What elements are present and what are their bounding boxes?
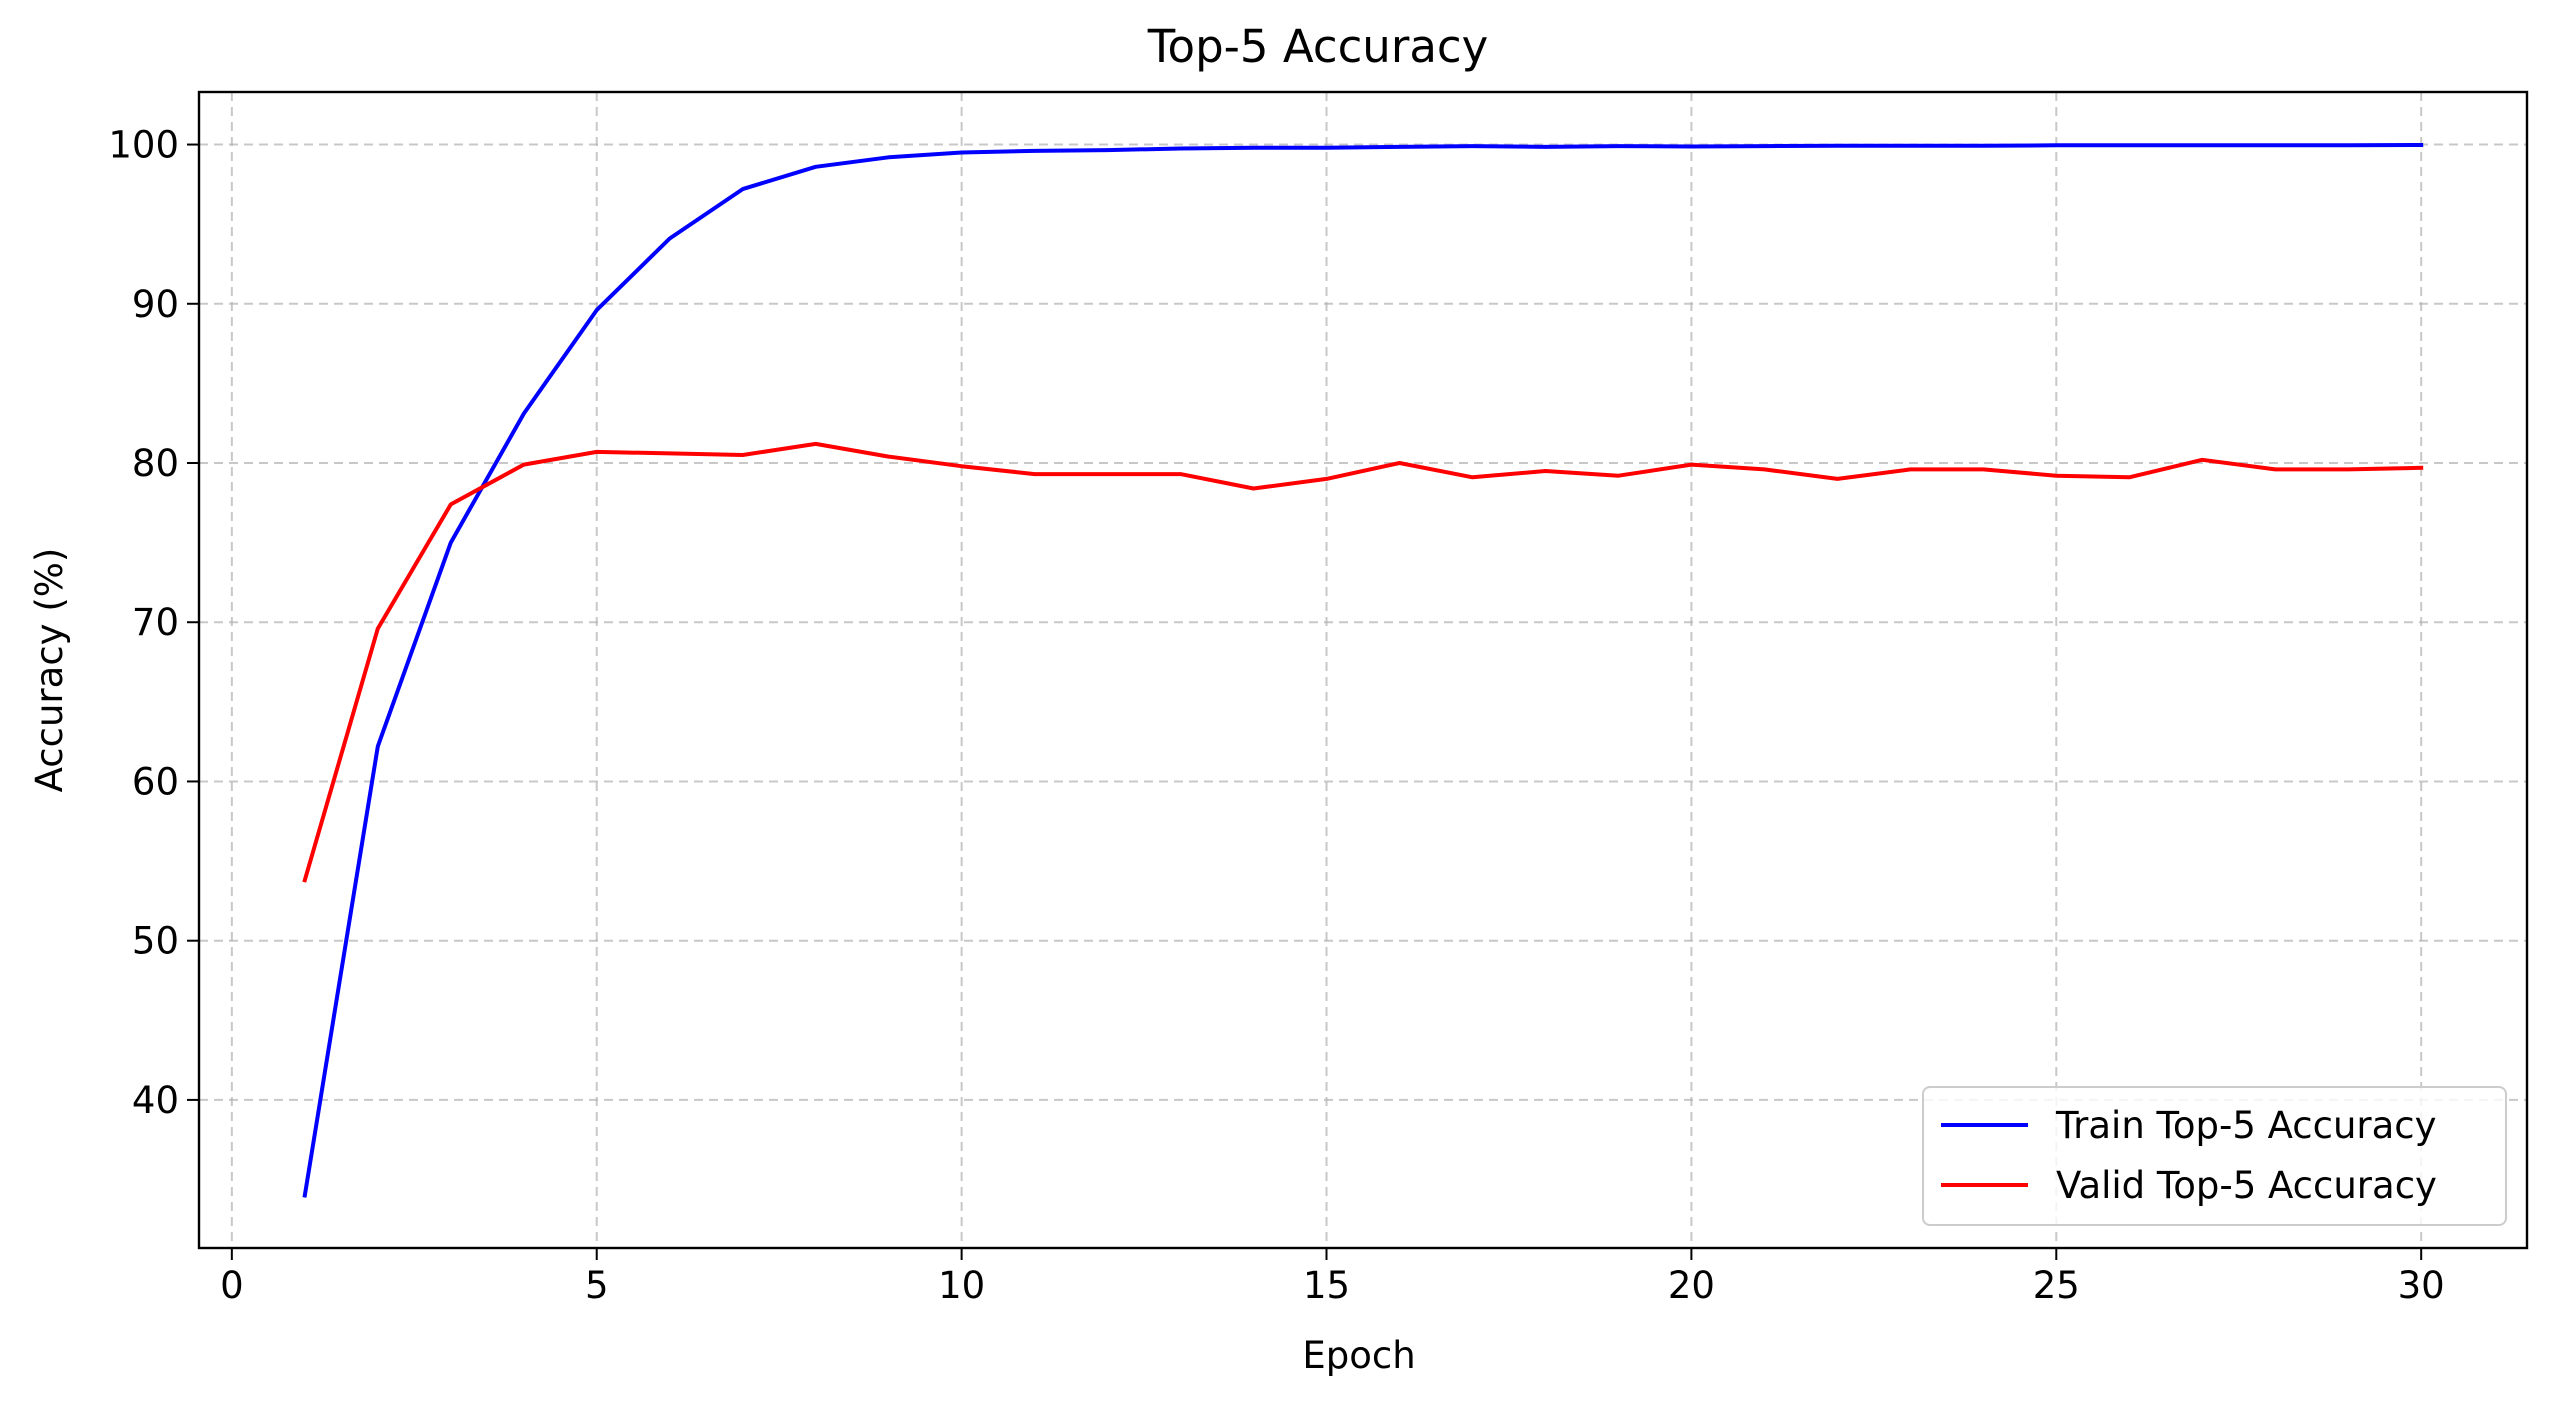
legend-label-1: Train Top-5 Accuracy [2055,1104,2437,1147]
y-tick-label: 100 [108,124,179,167]
x-tick-label: 0 [220,1264,244,1307]
x-tick-label: 20 [1668,1264,1715,1307]
grid [199,92,2527,1248]
x-tick-label: 5 [585,1264,609,1307]
y-tick-label: 40 [132,1079,179,1122]
x-tick-label: 15 [1303,1264,1350,1307]
series-line-2 [302,441,2424,883]
x-tick-label: 25 [2033,1264,2080,1307]
legend-label-2: Valid Top-5 Accuracy [2056,1164,2437,1207]
y-tick-label: 70 [132,601,179,644]
axes-frame [197,90,2529,1250]
y-axis-label: Accuracy (%) [28,548,71,793]
legend: Train Top-5 Accuracy Valid Top-5 Accuracy [1922,1086,2507,1226]
x-tick-label: 30 [2398,1264,2445,1307]
y-tick-label: 60 [132,760,179,803]
chart-title: Top-5 Accuracy [1147,20,1489,73]
y-tick-label: 50 [132,920,179,963]
series-line-1 [302,142,2424,1198]
x-axis-label: Epoch [1302,1334,1415,1377]
legend-box [1922,1086,2507,1226]
series-layer [302,142,2424,1198]
y-tick-label: 90 [132,283,179,326]
ticks: 0 5 10 15 20 25 30 40 50 60 70 80 90 100 [108,124,2444,1307]
x-tick-label: 10 [938,1264,985,1307]
y-tick-label: 80 [132,442,179,485]
